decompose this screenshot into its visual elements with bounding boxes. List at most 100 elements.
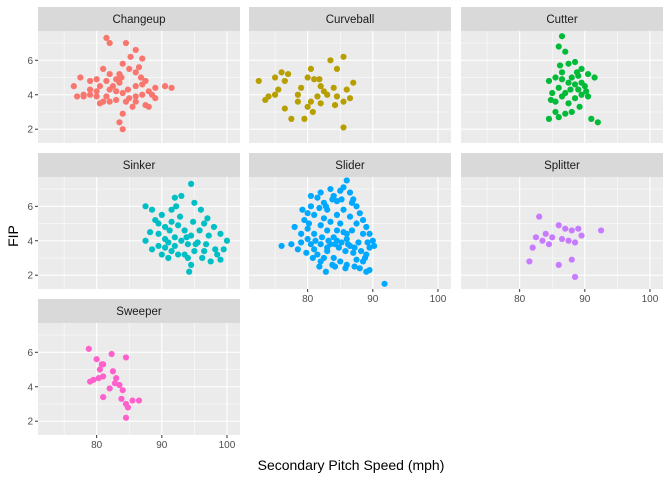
data-point: [322, 203, 329, 210]
data-point: [197, 206, 205, 213]
data-point: [87, 86, 94, 93]
data-point: [303, 249, 310, 256]
data-point: [201, 247, 208, 255]
gridlines: [38, 177, 240, 289]
data-point: [98, 361, 105, 368]
data-point: [317, 241, 324, 248]
data-point: [119, 126, 126, 133]
data-point: [555, 43, 562, 50]
data-point: [301, 216, 308, 224]
strip-label-changeup: Changeup: [112, 14, 165, 26]
strip-changeup: [38, 7, 240, 31]
data-point: [369, 237, 376, 244]
x-axis-title: Secondary Pitch Speed (mph): [258, 457, 445, 473]
strip-splitter: [461, 153, 663, 177]
strip-label-sinker: Sinker: [123, 160, 156, 172]
data-point: [132, 69, 139, 76]
data-point: [304, 74, 311, 81]
data-point: [325, 237, 332, 244]
strip-label-slider: Slider: [335, 160, 365, 172]
data-point: [165, 254, 172, 262]
data-point: [145, 103, 152, 110]
data-point: [571, 81, 579, 88]
data-point: [93, 88, 100, 95]
data-point: [116, 119, 123, 126]
data-point: [573, 69, 581, 76]
plot-background: [38, 31, 240, 143]
data-point: [135, 397, 143, 404]
data-point: [532, 234, 540, 241]
data-point: [188, 261, 195, 268]
strip-sinker: [38, 153, 240, 177]
data-point: [311, 211, 318, 219]
data-point: [174, 222, 182, 229]
data-point: [122, 39, 130, 47]
data-point: [168, 218, 175, 225]
data-point: [255, 77, 262, 85]
data-point: [331, 101, 339, 109]
data-point: [299, 206, 306, 213]
data-point: [353, 256, 360, 263]
data-point: [203, 241, 210, 248]
data-point: [581, 83, 588, 90]
data-point: [340, 206, 347, 213]
data-point: [555, 84, 562, 91]
data-point: [100, 373, 107, 380]
strip-slider: [249, 153, 451, 177]
data-point: [555, 114, 562, 121]
y-tick-label: 2: [27, 417, 33, 428]
data-point: [111, 380, 118, 387]
data-point: [220, 246, 227, 253]
data-point: [168, 84, 175, 91]
x-tick-label: 100: [219, 440, 236, 451]
data-point: [314, 251, 321, 258]
y-tick-label: 6: [27, 202, 33, 213]
data-point: [311, 76, 318, 83]
data-point: [191, 247, 198, 255]
data-point: [124, 404, 132, 411]
data-point: [176, 213, 184, 220]
data-point: [571, 58, 579, 66]
data-point: [318, 234, 326, 241]
strip-cutter: [461, 7, 663, 31]
data-point: [317, 189, 324, 196]
data-point: [291, 223, 298, 231]
data-point: [100, 65, 107, 73]
data-point: [571, 239, 579, 246]
data-point: [87, 378, 94, 385]
data-point: [119, 60, 126, 67]
data-point: [119, 387, 126, 394]
data-point: [327, 218, 334, 225]
data-point: [281, 105, 288, 112]
points-cutter: [545, 33, 601, 126]
data-point: [184, 241, 191, 248]
data-point: [343, 230, 350, 237]
data-point: [317, 222, 324, 229]
data-point: [301, 115, 308, 122]
plot-background: [38, 323, 240, 435]
data-point: [333, 227, 341, 234]
x-tick-label: 100: [430, 294, 447, 305]
panel-splitter: Splitter 80 90 100: [461, 153, 663, 305]
data-point: [126, 65, 133, 73]
data-point: [87, 77, 94, 85]
data-point: [305, 220, 313, 227]
data-point: [217, 256, 224, 263]
data-point: [568, 74, 575, 81]
strip-label-curveball: Curveball: [326, 14, 375, 26]
panel-sweeper: Sweeper 2 4 6 80 90 100: [27, 299, 240, 451]
data-point: [327, 185, 334, 193]
points-slider: [278, 177, 388, 287]
data-point: [571, 95, 579, 102]
data-point: [344, 241, 352, 248]
data-point: [314, 194, 321, 201]
data-point: [132, 98, 139, 105]
data-point: [343, 86, 350, 93]
y-axis-title: FIP: [5, 225, 21, 247]
data-point: [129, 397, 136, 404]
data-point: [351, 244, 358, 251]
plot-background: [249, 177, 451, 289]
data-point: [348, 199, 356, 206]
data-point: [207, 258, 214, 265]
data-point: [173, 203, 180, 210]
